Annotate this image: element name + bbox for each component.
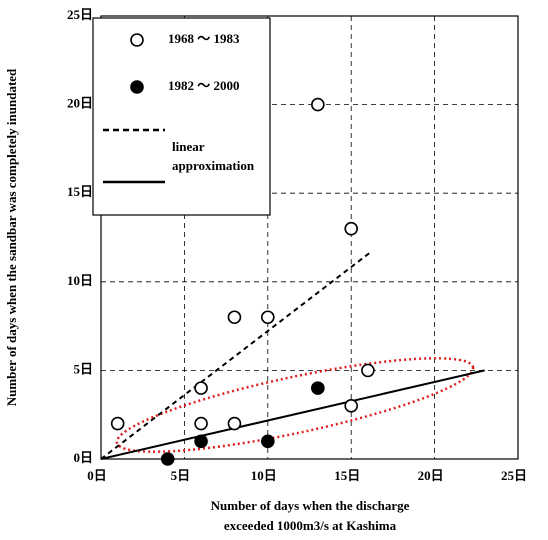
point xyxy=(194,416,208,431)
point xyxy=(311,97,325,112)
plot-frame xyxy=(100,15,519,460)
legend-marker xyxy=(130,33,144,47)
y-tick-label: 0日 xyxy=(73,450,93,465)
y-tick-label: 5日 xyxy=(73,361,93,376)
point xyxy=(344,221,359,236)
y-tick-label: 15日 xyxy=(67,184,93,199)
legend-label: linear xyxy=(172,139,205,154)
legend-label: 1982 ～ 2000 xyxy=(168,78,240,93)
x-tick-label: 20日 xyxy=(418,468,444,483)
legend-marker xyxy=(130,80,144,94)
x-tick-label: 25日 xyxy=(501,468,527,483)
point xyxy=(361,363,375,378)
fit-line xyxy=(100,369,485,460)
y-tick-label: 10日 xyxy=(67,273,93,288)
point xyxy=(194,381,208,395)
point xyxy=(160,452,175,466)
point xyxy=(194,434,208,449)
y-tick-label: 25日 xyxy=(67,7,93,22)
x-tick-label: 15日 xyxy=(334,468,360,483)
legend-label: 1968 ～ 1983 xyxy=(168,31,240,46)
legend-label: approximation xyxy=(172,158,255,173)
point xyxy=(311,381,325,395)
point xyxy=(344,399,359,413)
point xyxy=(227,310,242,325)
x-tick-label: 10日 xyxy=(251,468,277,483)
legend: 1968 ～ 1983 1982 ～ 2000 linear approximatio… xyxy=(92,17,271,216)
point xyxy=(227,416,242,431)
legend-box xyxy=(92,17,271,216)
y-axis-label: Number of days when the sandbar was comp… xyxy=(4,68,19,406)
highlight-ellipse xyxy=(115,357,475,453)
point xyxy=(110,416,125,431)
y-tick-label: 20日 xyxy=(67,96,93,111)
x-tick-label: 5日 xyxy=(171,468,191,483)
point xyxy=(260,434,275,449)
fit-line xyxy=(100,250,372,460)
x-axis-label: Number of days when the discharge xyxy=(211,498,410,513)
x-tick-label: 0日 xyxy=(87,468,107,483)
point xyxy=(260,310,275,325)
x-axis-label: exceeded 1000m3/s at Kashima xyxy=(224,518,397,533)
